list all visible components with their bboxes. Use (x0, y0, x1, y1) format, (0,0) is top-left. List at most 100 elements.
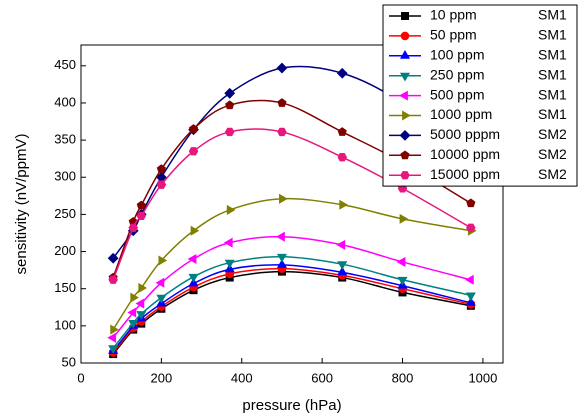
marker (155, 277, 165, 288)
y-tick-label: 400 (54, 94, 76, 109)
marker (136, 200, 146, 210)
y-tick-label: 150 (54, 280, 76, 295)
x-tick-label: 400 (231, 370, 253, 385)
marker (107, 332, 117, 343)
series-line (112, 99, 472, 278)
legend-label: 500 ppm (430, 86, 484, 102)
marker (187, 253, 197, 265)
legend-sensor: SM2 (538, 126, 567, 142)
marker (336, 67, 348, 79)
y-tick-label: 300 (54, 169, 76, 184)
x-tick-label: 0 (77, 370, 84, 385)
marker (401, 12, 409, 20)
legend-label: 100 ppm (430, 47, 484, 63)
marker (465, 297, 476, 306)
marker (337, 266, 348, 276)
x-tick-label: 200 (151, 370, 173, 385)
marker (276, 259, 287, 268)
marker (399, 129, 411, 141)
marker (399, 72, 411, 82)
marker (110, 324, 119, 335)
marker (277, 98, 287, 107)
legend-label: 250 ppm (430, 66, 484, 82)
legend-label: 50 ppm (430, 27, 477, 43)
legend-sensor: SM1 (538, 66, 567, 82)
legend-label: 10 ppm (430, 7, 477, 23)
legend-label: 15000 ppm (430, 166, 500, 182)
marker (107, 252, 119, 264)
y-tick-label: 350 (54, 132, 76, 147)
marker (188, 147, 199, 156)
marker (400, 150, 410, 160)
marker (466, 223, 476, 232)
y-tick-label: 200 (54, 243, 76, 258)
marker (130, 292, 140, 303)
y-tick-label: 250 (54, 206, 76, 221)
x-tick-label: 800 (392, 370, 414, 385)
marker (128, 319, 139, 329)
marker (276, 62, 288, 74)
legend: 10 ppm SM1 50 ppm SM1 100 ppm SM1 250 ppm SM1 50… (382, 4, 578, 187)
marker (188, 273, 199, 283)
marker (223, 237, 233, 248)
marker (156, 180, 167, 189)
marker (136, 211, 147, 221)
y-tick-label: 100 (54, 317, 76, 332)
legend-sensor: SM1 (538, 27, 567, 43)
marker (225, 100, 235, 110)
marker (400, 171, 410, 180)
marker (158, 255, 168, 266)
marker (337, 261, 348, 270)
legend-sensor: SM1 (538, 106, 567, 122)
marker (399, 49, 411, 59)
marker (226, 204, 236, 215)
legend-sensor: SM1 (538, 47, 567, 63)
marker (127, 307, 137, 318)
legend-label: 10000 ppm (430, 146, 500, 162)
series-line (112, 256, 472, 349)
series-line (112, 235, 472, 339)
legend-label: 1000 ppm (430, 106, 492, 122)
legend-sensor: SM2 (538, 166, 567, 182)
y-tick-label: 450 (54, 57, 76, 72)
marker (337, 127, 347, 136)
legend-sensor: SM2 (538, 146, 567, 162)
marker (108, 275, 118, 284)
marker (465, 292, 476, 302)
marker (399, 90, 408, 101)
x-tick-label: 600 (311, 370, 333, 385)
marker (135, 298, 145, 309)
marker (402, 110, 411, 121)
marker (336, 239, 346, 250)
marker (156, 164, 166, 173)
marker (396, 256, 406, 267)
marker (277, 127, 287, 137)
y-tick-label: 50 (62, 354, 76, 369)
marker (136, 311, 147, 320)
x-axis-label: pressure (hPa) (242, 397, 341, 414)
series-line (112, 267, 472, 354)
series-line (112, 128, 472, 281)
marker (138, 282, 148, 293)
legend-sensor: SM1 (538, 86, 567, 102)
marker (279, 193, 288, 204)
marker (399, 213, 409, 224)
marker (339, 199, 349, 210)
marker (337, 153, 348, 162)
marker (108, 345, 119, 354)
marker (224, 259, 235, 269)
marker (128, 223, 139, 232)
plot-frame (80, 44, 504, 364)
marker (190, 225, 200, 236)
marker (276, 253, 287, 263)
marker (156, 294, 167, 304)
marker (400, 31, 410, 41)
marker (397, 276, 408, 286)
y-axis-label: sensitivity (nV/ppmV) (13, 134, 30, 275)
marker (224, 87, 236, 99)
marker (465, 274, 474, 285)
marker (224, 127, 235, 137)
x-tick-label: 1000 (468, 370, 497, 385)
legend-sensor: SM1 (538, 7, 567, 23)
